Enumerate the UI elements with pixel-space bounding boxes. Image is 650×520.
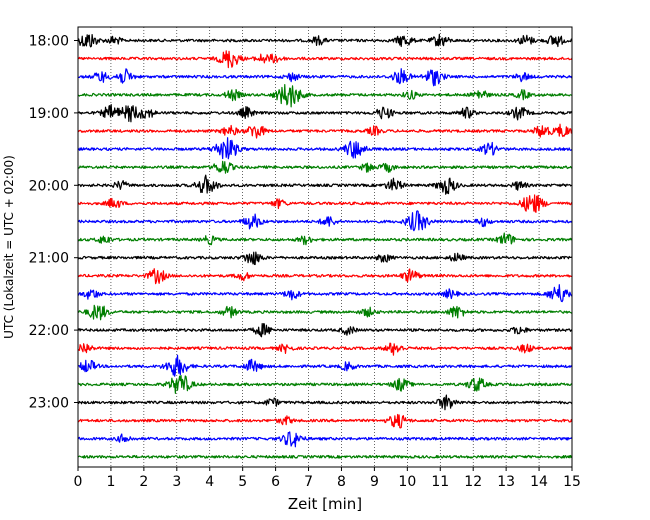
trace-row-20:15 bbox=[77, 194, 573, 213]
y-tick-label: 22:00 bbox=[29, 323, 69, 339]
seismogram-traces bbox=[77, 33, 573, 459]
trace-row-22:45 bbox=[77, 374, 573, 394]
x-tick-label: 2 bbox=[139, 474, 148, 490]
y-axis-label: UTC (Lokalzeit = UTC + 02:00) bbox=[2, 155, 16, 339]
trace-row-23:00 bbox=[77, 394, 573, 411]
x-tick-label: 10 bbox=[398, 474, 416, 490]
y-tick-label: 19:00 bbox=[29, 106, 69, 122]
x-tick-label: 12 bbox=[464, 474, 482, 490]
x-tick-label: 1 bbox=[106, 474, 115, 490]
trace-row-22:15 bbox=[77, 342, 573, 356]
trace-row-20:30 bbox=[77, 210, 573, 232]
trace-row-19:45 bbox=[77, 160, 573, 174]
x-tick-label: 6 bbox=[271, 474, 280, 490]
y-tick-label: 20:00 bbox=[29, 178, 69, 194]
x-tick-label: 11 bbox=[431, 474, 449, 490]
plot-frame bbox=[77, 26, 573, 468]
trace-row-18:15 bbox=[77, 50, 573, 69]
y-tick-label: 21:00 bbox=[29, 251, 69, 267]
x-tick-label: 9 bbox=[370, 474, 379, 490]
trace-row-21:45 bbox=[77, 304, 573, 321]
x-tick-label: 4 bbox=[205, 474, 214, 490]
trace-row-18:45 bbox=[77, 84, 573, 108]
trace-row-23:15 bbox=[77, 413, 573, 429]
y-axis-ticks: 18:00 19:00 20:00 21:00 22:00 23:00 bbox=[29, 34, 78, 412]
y-tick-label: 18:00 bbox=[29, 34, 69, 50]
trace-row-18:00 bbox=[77, 33, 572, 48]
trace-row-23:30 bbox=[77, 431, 573, 448]
y-tick-label: 23:00 bbox=[29, 396, 69, 412]
trace-row-22:00 bbox=[77, 323, 573, 338]
trace-row-22:30 bbox=[77, 354, 573, 377]
trace-row-20:45 bbox=[77, 232, 573, 246]
trace-row-19:15 bbox=[77, 123, 573, 139]
trace-row-19:00 bbox=[77, 104, 573, 123]
minute-grid bbox=[110, 27, 540, 467]
x-tick-label: 7 bbox=[304, 474, 313, 490]
x-tick-label: 13 bbox=[497, 474, 515, 490]
trace-row-21:00 bbox=[77, 251, 573, 266]
x-tick-label: 8 bbox=[337, 474, 346, 490]
x-tick-label: 3 bbox=[172, 474, 181, 490]
trace-row-21:30 bbox=[77, 284, 573, 303]
x-tick-label: 5 bbox=[238, 474, 247, 490]
trace-row-21:15 bbox=[77, 268, 573, 285]
x-tick-label: 14 bbox=[530, 474, 548, 490]
x-tick-label: 0 bbox=[74, 474, 83, 490]
trace-row-19:30 bbox=[77, 137, 573, 160]
x-tick-label: 15 bbox=[563, 474, 581, 490]
trace-row-23:45 bbox=[77, 454, 573, 459]
x-axis-ticks: 0 1 2 3 4 5 6 7 8 9 10 11 12 13 14 15 bbox=[74, 467, 581, 490]
trace-row-18:30 bbox=[77, 68, 573, 87]
trace-row-20:00 bbox=[77, 174, 573, 195]
x-axis-label: Zeit [min] bbox=[288, 495, 362, 513]
plot-area bbox=[78, 27, 572, 467]
